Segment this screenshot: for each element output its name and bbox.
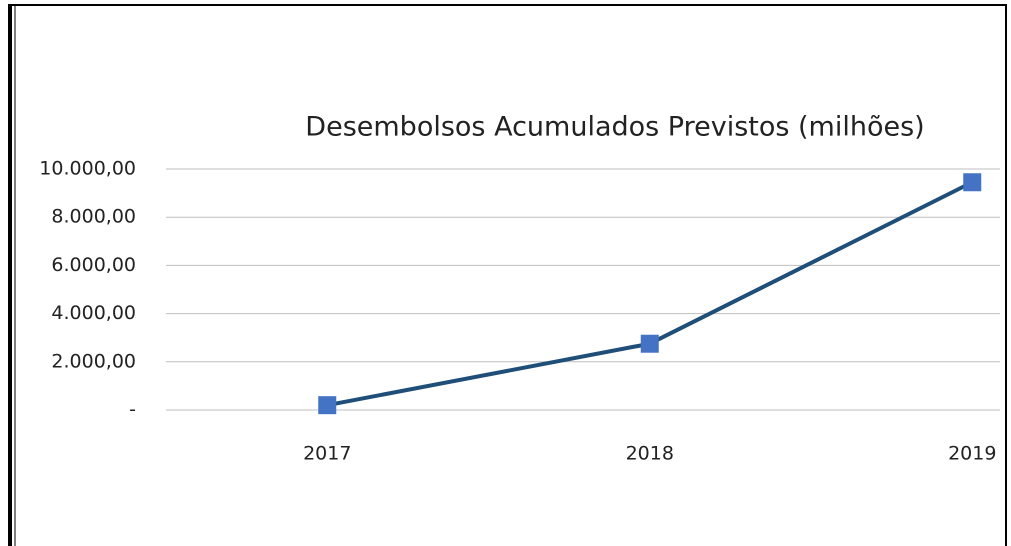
x-tick-label: 2018 bbox=[626, 443, 674, 465]
y-tick-label: 10.000,00 bbox=[39, 158, 136, 180]
x-tick-label: 2017 bbox=[303, 443, 351, 465]
y-tick-label: 6.000,00 bbox=[51, 254, 136, 276]
marker bbox=[963, 173, 982, 192]
y-tick-label: 4.000,00 bbox=[51, 302, 136, 324]
y-tick-label: 8.000,00 bbox=[51, 206, 136, 228]
chart-title: Desembolsos Acumulados Previstos (milhõe… bbox=[305, 112, 924, 143]
marker bbox=[640, 334, 659, 353]
marker bbox=[318, 396, 337, 415]
y-tick-label: - bbox=[129, 399, 136, 421]
x-tick-label: 2019 bbox=[948, 443, 996, 465]
y-tick-label: 2.000,00 bbox=[51, 350, 136, 372]
